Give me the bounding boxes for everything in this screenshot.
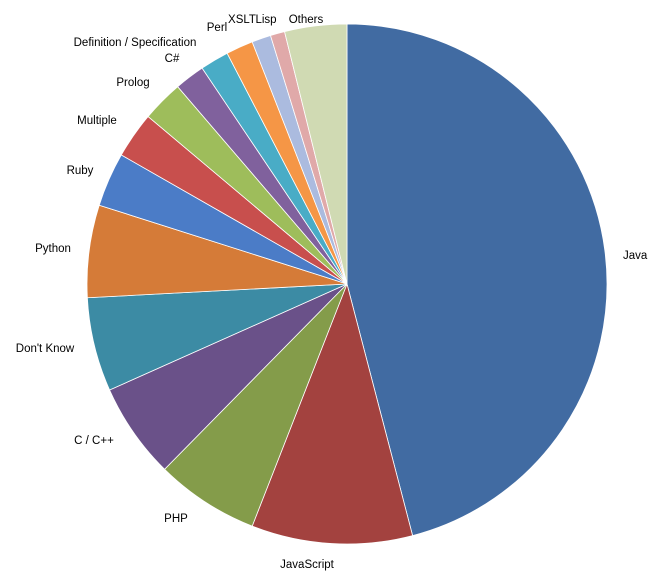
- slice-label-prolog: Prolog: [116, 77, 149, 89]
- pie-slice-others: [284, 23, 348, 285]
- pie-slices: [86, 23, 608, 545]
- slice-label-c: C#: [165, 53, 180, 65]
- slice-label-lisp: Lisp: [255, 14, 276, 26]
- slice-label-c-c: C / C++: [74, 435, 114, 447]
- slice-label-javascript: JavaScript: [280, 559, 334, 571]
- slice-label-xslt: XSLT: [228, 14, 256, 26]
- slice-label-don-t-know: Don't Know: [16, 343, 75, 355]
- pie-labels: Java JavaScript PHP C / C++ Don't Know Python…: [16, 14, 648, 571]
- slice-label-python: Python: [35, 243, 71, 255]
- slice-label-others: Others: [289, 14, 324, 26]
- slice-label-definition-specification: Definition / Specification: [74, 37, 197, 49]
- pie-slice-java: [346, 23, 608, 537]
- slice-label-java: Java: [623, 250, 648, 262]
- slice-label-ruby: Ruby: [67, 165, 94, 177]
- slice-label-multiple: Multiple: [77, 115, 117, 127]
- slice-label-perl: Perl: [207, 22, 227, 34]
- slice-label-php: PHP: [164, 513, 188, 525]
- pie-slice-javascript: [251, 282, 414, 545]
